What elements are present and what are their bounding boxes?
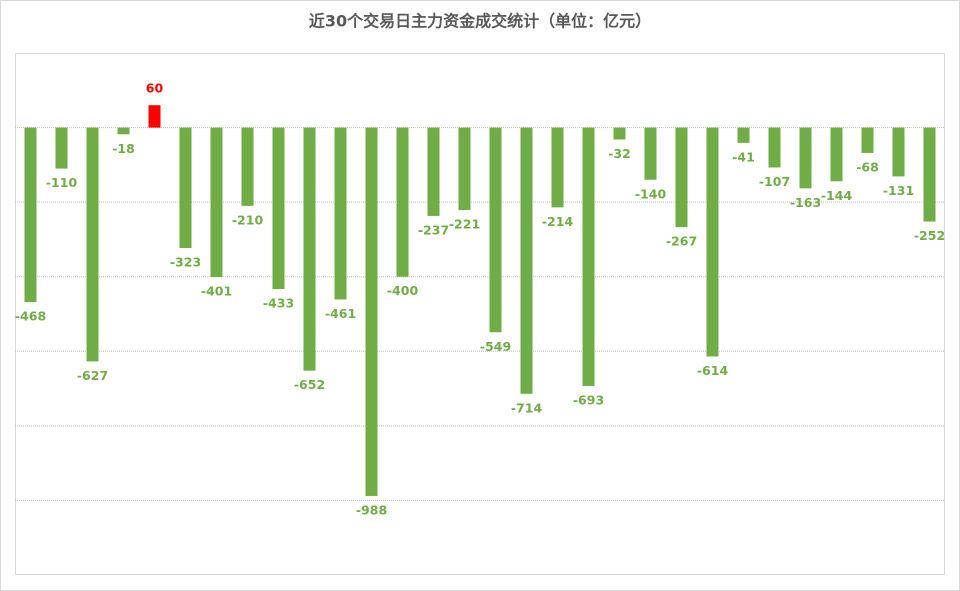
bar bbox=[148, 105, 161, 128]
data-label: -110 bbox=[46, 175, 78, 190]
data-label: -693 bbox=[573, 392, 604, 407]
data-label: -401 bbox=[201, 284, 232, 299]
data-label: -237 bbox=[418, 222, 449, 237]
bar bbox=[427, 127, 440, 216]
data-label: -210 bbox=[232, 212, 264, 227]
bar bbox=[830, 127, 843, 182]
bar bbox=[179, 127, 192, 249]
data-label: -18 bbox=[112, 141, 135, 156]
data-label: -614 bbox=[697, 363, 729, 378]
data-label: -163 bbox=[790, 195, 821, 210]
bar bbox=[55, 127, 68, 169]
bar bbox=[675, 127, 688, 228]
data-label: -267 bbox=[666, 234, 697, 249]
data-label: 60 bbox=[146, 81, 164, 96]
data-label: -221 bbox=[449, 216, 480, 231]
data-label: -32 bbox=[608, 146, 631, 161]
bar bbox=[520, 127, 533, 394]
bar bbox=[86, 127, 99, 362]
data-label: -468 bbox=[15, 309, 46, 324]
bar bbox=[458, 127, 471, 210]
bar bbox=[644, 127, 657, 180]
bar bbox=[923, 127, 936, 222]
data-label: -988 bbox=[356, 502, 387, 517]
data-label: -433 bbox=[263, 296, 294, 311]
bar bbox=[582, 127, 595, 386]
data-label: -323 bbox=[170, 255, 201, 270]
bar bbox=[24, 127, 37, 303]
chart-title: 近30个交易日主力资金成交统计（单位：亿元） bbox=[309, 12, 651, 31]
bar bbox=[303, 127, 316, 371]
data-label: -140 bbox=[635, 186, 667, 201]
bar bbox=[613, 127, 626, 140]
bar bbox=[768, 127, 781, 168]
bar bbox=[241, 127, 254, 206]
bar bbox=[551, 127, 564, 208]
data-label: -131 bbox=[883, 183, 914, 198]
data-label: -107 bbox=[759, 174, 790, 189]
data-label: -68 bbox=[856, 159, 879, 174]
data-label: -714 bbox=[511, 400, 543, 415]
data-label: -627 bbox=[77, 368, 108, 383]
bar bbox=[210, 127, 223, 278]
bar bbox=[396, 127, 409, 277]
bar bbox=[365, 127, 378, 496]
bar bbox=[892, 127, 905, 177]
data-label: -549 bbox=[480, 339, 511, 354]
data-label: -652 bbox=[294, 377, 325, 392]
data-label: -41 bbox=[732, 149, 755, 164]
bar bbox=[861, 127, 874, 153]
data-label: -144 bbox=[821, 188, 853, 203]
data-label: -461 bbox=[325, 306, 356, 321]
bar bbox=[117, 127, 130, 135]
bar bbox=[706, 127, 719, 357]
bar bbox=[272, 127, 285, 290]
data-label: -252 bbox=[914, 228, 945, 243]
bar bbox=[799, 127, 812, 189]
bar bbox=[334, 127, 347, 300]
bar bbox=[737, 127, 750, 143]
bar bbox=[489, 127, 502, 333]
data-label: -400 bbox=[387, 283, 419, 298]
plot-border bbox=[15, 53, 945, 575]
data-label: -214 bbox=[542, 214, 574, 229]
